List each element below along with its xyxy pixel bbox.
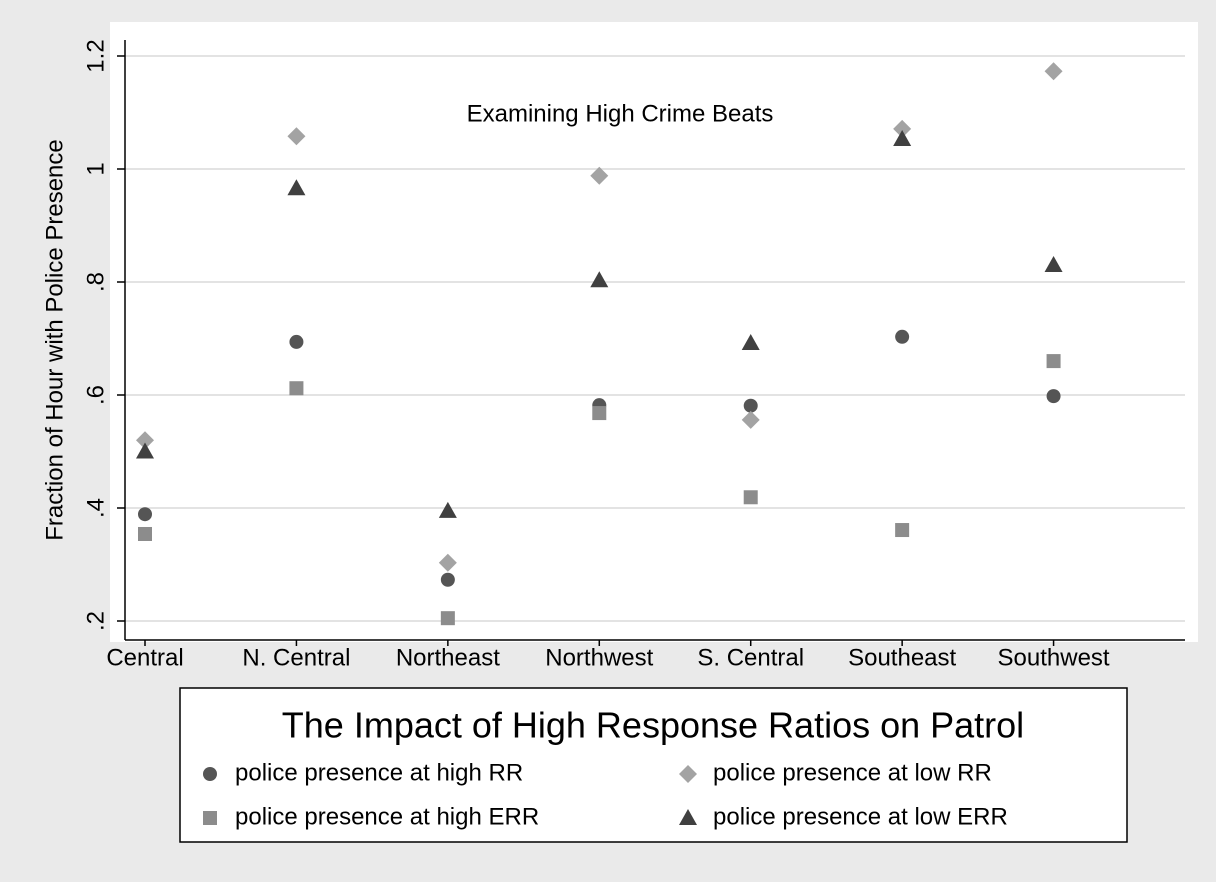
y-tick-label: .8 bbox=[82, 272, 109, 292]
annotation: Examining High Crime Beats bbox=[467, 100, 774, 127]
marker-circle bbox=[440, 572, 455, 587]
plot-background bbox=[110, 22, 1198, 642]
x-tick-label: Northwest bbox=[545, 644, 653, 671]
marker-square bbox=[440, 611, 455, 626]
marker-square bbox=[138, 526, 152, 541]
marker-triangle bbox=[287, 179, 306, 196]
marker-diamond bbox=[287, 127, 306, 146]
marker-diamond bbox=[893, 119, 912, 138]
x-tick-label: Central bbox=[106, 644, 183, 671]
marker-diamond bbox=[741, 410, 760, 429]
y-tick-label: .2 bbox=[82, 611, 109, 631]
y-tick-label: .4 bbox=[82, 498, 109, 518]
y-tick-label: .6 bbox=[82, 385, 109, 405]
marker-triangle bbox=[893, 130, 912, 147]
marker-circle bbox=[138, 507, 152, 522]
legend-label: police presence at low ERR bbox=[713, 803, 1008, 830]
marker-square bbox=[743, 490, 758, 505]
marker-triangle bbox=[679, 809, 697, 825]
marker-diamond bbox=[136, 431, 154, 450]
marker-circle bbox=[1046, 389, 1061, 404]
marker-circle bbox=[203, 767, 217, 781]
marker-diamond bbox=[590, 166, 609, 185]
marker-square bbox=[1046, 354, 1061, 369]
x-tick-label: Southeast bbox=[848, 644, 956, 671]
marker-triangle bbox=[590, 271, 609, 288]
marker-triangle bbox=[136, 442, 154, 459]
legend-label: police presence at high ERR bbox=[235, 803, 539, 830]
x-tick-label: S. Central bbox=[697, 644, 804, 671]
marker-circle bbox=[743, 398, 758, 413]
marker-circle bbox=[289, 334, 304, 349]
y-tick-label: 1.2 bbox=[82, 39, 109, 72]
legend-label: police presence at low RR bbox=[713, 759, 992, 786]
legend-label: police presence at high RR bbox=[235, 759, 523, 786]
marker-triangle bbox=[438, 501, 457, 518]
marker-circle bbox=[895, 329, 910, 344]
marker-triangle bbox=[1044, 256, 1063, 273]
x-tick-label: Northeast bbox=[396, 644, 500, 671]
marker-triangle bbox=[741, 334, 760, 351]
x-tick-label: N. Central bbox=[242, 644, 350, 671]
marker-square bbox=[895, 523, 910, 538]
marker-diamond bbox=[679, 765, 697, 783]
marker-square bbox=[203, 811, 217, 825]
y-tick-label: 1 bbox=[82, 162, 109, 175]
marker-square bbox=[289, 381, 304, 396]
x-tick-label: Southwest bbox=[998, 644, 1110, 671]
legend-box bbox=[179, 687, 1128, 843]
legend-title: The Impact of High Response Ratios on Pa… bbox=[282, 705, 1024, 746]
marker-diamond bbox=[1044, 62, 1063, 81]
marker-diamond bbox=[438, 553, 457, 572]
y-axis-label: Fraction of Hour with Police Presence bbox=[41, 139, 68, 541]
marker-square bbox=[592, 406, 607, 421]
